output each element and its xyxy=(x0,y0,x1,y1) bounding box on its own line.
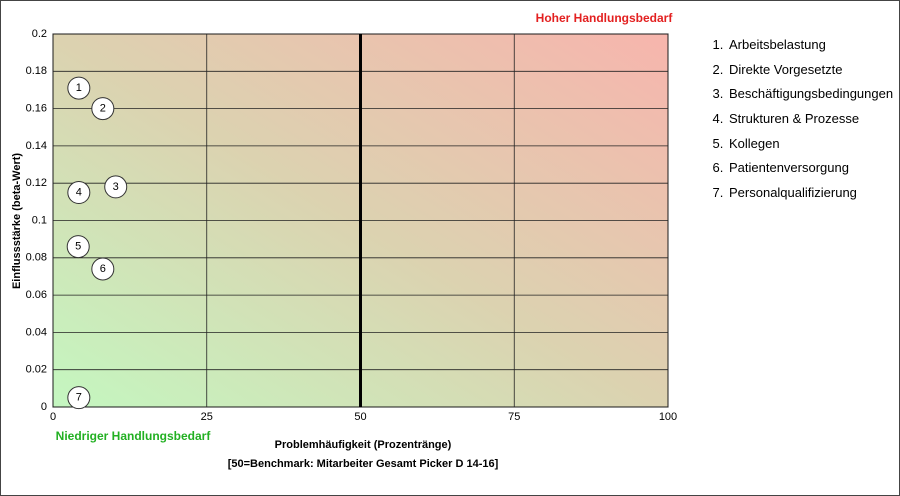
x-tick-label: 25 xyxy=(201,411,213,423)
legend-item: Strukturen & Prozesse xyxy=(727,109,893,134)
legend-item: Arbeitsbelastung xyxy=(727,35,893,60)
legend-item: Patientenversorgung xyxy=(727,158,893,183)
y-tick-label: 0.18 xyxy=(26,65,47,77)
point xyxy=(91,257,115,281)
x-axis-sublabel: [50=Benchmark: Mitarbeiter Gesamt Picker… xyxy=(228,458,499,470)
x-tick-label: 50 xyxy=(354,411,366,423)
point xyxy=(66,235,90,259)
point-label: 2 xyxy=(100,103,106,115)
y-tick-label: 0.06 xyxy=(26,289,47,301)
low-need-label: Niedriger Handlungsbedarf xyxy=(56,429,212,443)
legend-item: Personalqualifizierung xyxy=(727,183,893,208)
high-need-label: Hoher Handlungsbedarf xyxy=(536,11,674,25)
y-axis-label: Einflussstärke (beta-Wert) xyxy=(11,153,23,289)
y-tick-label: 0.08 xyxy=(26,252,47,264)
legend-item: Direkte Vorgesetzte xyxy=(727,60,893,85)
y-tick-label: 0.2 xyxy=(32,28,47,40)
x-tick-label: 0 xyxy=(50,411,56,423)
point-label: 3 xyxy=(113,181,119,193)
point-label: 1 xyxy=(76,82,82,94)
point xyxy=(67,76,91,100)
y-tick-label: 0.02 xyxy=(26,364,47,376)
y-tick-label: 0.1 xyxy=(32,214,47,226)
point xyxy=(104,175,128,199)
legend: ArbeitsbelastungDirekte VorgesetzteBesch… xyxy=(707,35,893,208)
point-label: 6 xyxy=(100,263,106,275)
point-label: 4 xyxy=(76,186,82,198)
y-tick-label: 0.16 xyxy=(26,103,47,115)
legend-item: Kollegen xyxy=(727,134,893,159)
y-tick-label: 0.04 xyxy=(26,326,47,338)
x-axis-label: Problemhäufigkeit (Prozentränge) xyxy=(275,439,452,451)
point xyxy=(91,97,115,121)
point-label: 5 xyxy=(75,241,81,253)
y-tick-label: 0 xyxy=(41,401,47,413)
x-tick-label: 75 xyxy=(508,411,520,423)
point xyxy=(67,386,91,410)
legend-item: Beschäftigungsbedingungen xyxy=(727,84,893,109)
point xyxy=(67,181,91,205)
y-tick-label: 0.14 xyxy=(26,140,47,152)
x-tick-label: 100 xyxy=(659,411,677,423)
y-tick-label: 0.12 xyxy=(26,177,47,189)
point-label: 7 xyxy=(76,392,82,404)
